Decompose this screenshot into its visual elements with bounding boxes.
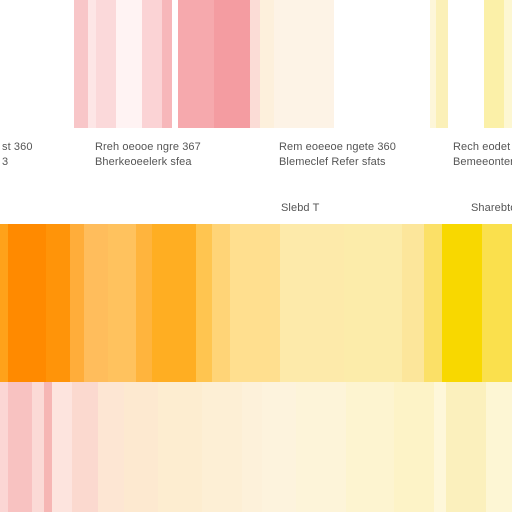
stripe xyxy=(0,224,8,382)
stripe xyxy=(230,224,280,382)
middle-stripe-band xyxy=(0,224,512,382)
swatch-label: Bherkeoeelerk sfea xyxy=(95,156,192,168)
stripe xyxy=(32,382,44,512)
stripe xyxy=(202,382,242,512)
stripe xyxy=(158,382,202,512)
stripe xyxy=(442,224,482,382)
swatch-label: Sharebto xyxy=(471,202,512,214)
stripe xyxy=(434,382,446,512)
stripe xyxy=(274,0,334,128)
stripe xyxy=(46,224,70,382)
stripe xyxy=(136,224,152,382)
stripe xyxy=(0,382,8,512)
stripe xyxy=(142,0,162,128)
stripe xyxy=(108,224,136,382)
stripe xyxy=(482,224,512,382)
stripe xyxy=(430,0,436,128)
stripe xyxy=(334,0,430,128)
swatch-label: Bemeeonter xyxy=(453,156,512,168)
label-strip: st 360 3 Rreh oeooe ngre 367 Bherkeoeele… xyxy=(0,128,512,224)
stripe xyxy=(214,0,250,128)
stripe xyxy=(44,382,52,512)
swatch-label: 3 xyxy=(2,156,9,168)
stripe xyxy=(436,0,448,128)
stripe xyxy=(178,0,214,128)
stripe xyxy=(124,382,158,512)
swatch-label: Slebd T xyxy=(281,202,320,214)
stripe xyxy=(344,224,402,382)
stripe xyxy=(196,224,212,382)
stripe xyxy=(212,224,230,382)
bottom-stripe-band xyxy=(0,382,512,512)
stripe xyxy=(72,382,98,512)
swatch-label: Rech eodet xyxy=(453,141,511,153)
stripe xyxy=(172,0,178,128)
top-stripe-band xyxy=(0,0,512,128)
stripe xyxy=(504,0,512,128)
stripe xyxy=(346,382,394,512)
stripe xyxy=(486,382,512,512)
swatch-label: Blemeclef Refer sfats xyxy=(279,156,386,168)
swatch-label: Rem eoeeoe ngete 360 xyxy=(279,141,396,153)
stripe xyxy=(116,0,142,128)
stripe xyxy=(8,224,46,382)
stripe xyxy=(250,0,260,128)
swatch-label: st 360 xyxy=(2,141,33,153)
stripe xyxy=(0,0,74,128)
stripe xyxy=(162,0,172,128)
swatch-label: Rreh oeooe ngre 367 xyxy=(95,141,201,153)
stripe xyxy=(98,382,124,512)
stripe xyxy=(70,224,84,382)
stripe xyxy=(96,0,116,128)
stripe xyxy=(448,0,484,128)
stripe xyxy=(446,382,486,512)
stripe xyxy=(8,382,32,512)
stripe xyxy=(242,382,262,512)
stripe xyxy=(74,0,88,128)
stripe xyxy=(280,224,344,382)
stripe xyxy=(484,0,504,128)
stripe xyxy=(88,0,96,128)
stripe xyxy=(296,382,346,512)
stripe xyxy=(84,224,108,382)
stripe xyxy=(152,224,196,382)
stripe xyxy=(262,382,296,512)
stripe xyxy=(402,224,424,382)
stripe xyxy=(260,0,274,128)
stripe xyxy=(52,382,72,512)
stripe xyxy=(394,382,434,512)
stripe xyxy=(424,224,442,382)
